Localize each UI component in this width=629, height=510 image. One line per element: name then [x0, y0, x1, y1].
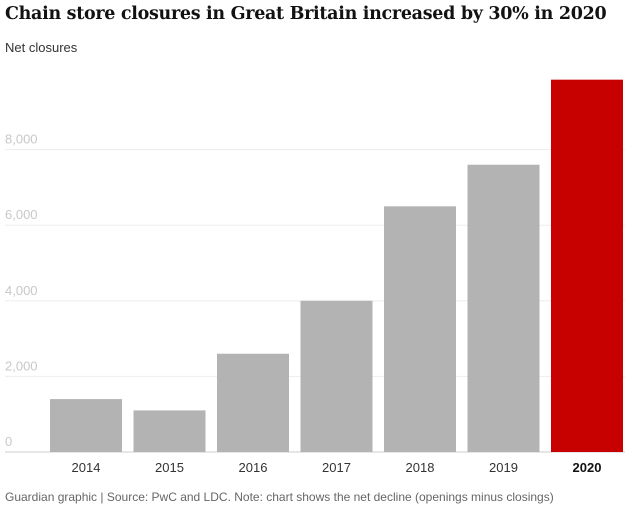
y-tick-label: 4,000	[5, 283, 38, 298]
x-axis: 2014 2015 2016 2017 2018 2019 2020	[72, 460, 602, 475]
x-tick-label: 2017	[322, 460, 351, 475]
y-axis-label: Net closures	[5, 40, 78, 55]
y-tick-label: 6,000	[5, 207, 38, 222]
x-tick-label: 2014	[72, 460, 101, 475]
chart-title: Chain store closures in Great Britain in…	[5, 4, 607, 24]
bar-2014	[50, 399, 122, 452]
x-tick-label: 2019	[489, 460, 518, 475]
source-note: Guardian graphic | Source: PwC and LDC. …	[5, 490, 554, 504]
y-tick-label: 8,000	[5, 132, 38, 147]
bar-2015	[133, 410, 206, 452]
y-tick-label: 0	[5, 434, 12, 449]
x-tick-label: 2015	[155, 460, 184, 475]
bar-2018	[384, 206, 456, 452]
y-tick-label: 2,000	[5, 358, 38, 373]
x-tick-label: 2016	[239, 460, 268, 475]
x-tick-label: 2018	[406, 460, 435, 475]
bar-2017	[300, 300, 373, 452]
bar-2019	[467, 164, 540, 452]
bar-2020	[551, 79, 623, 453]
x-tick-label: 2020	[573, 460, 602, 475]
bar-2016	[217, 353, 289, 452]
bars-layer	[50, 79, 623, 453]
